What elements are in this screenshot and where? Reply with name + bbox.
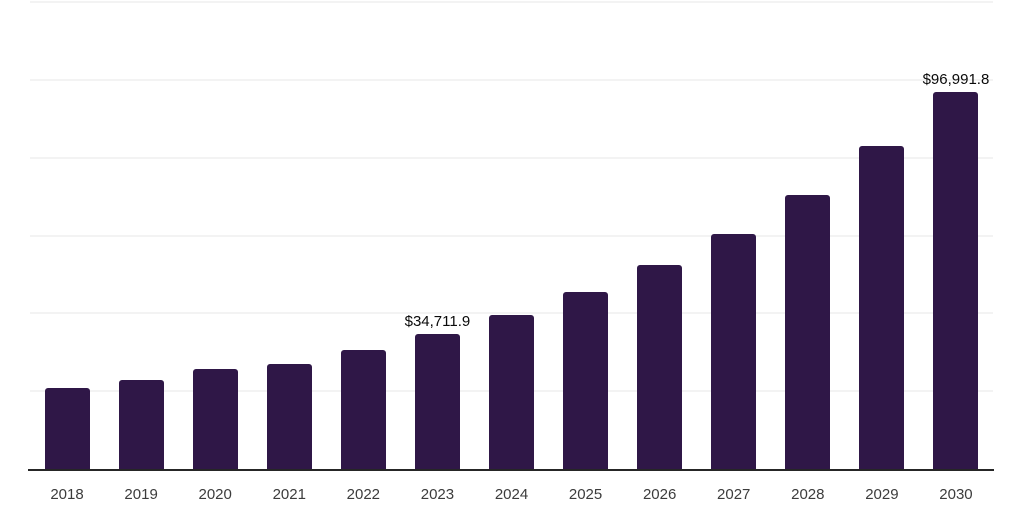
x-tick-label-2024: 2024 xyxy=(494,486,529,503)
x-tick-label-2018: 2018 xyxy=(50,486,84,503)
bar-2025 xyxy=(563,291,609,469)
gridline-100000 xyxy=(30,78,993,81)
x-tick-label-2028: 2028 xyxy=(791,486,825,503)
bar-2028 xyxy=(785,194,831,469)
bar-2023 xyxy=(414,333,460,469)
bar-2024 xyxy=(489,315,534,469)
gridline-60000 xyxy=(30,234,993,237)
bar-2029 xyxy=(859,146,905,469)
bar-2019 xyxy=(118,379,164,469)
x-tick-label-2026: 2026 xyxy=(642,486,677,503)
x-tick-label-2029: 2029 xyxy=(865,486,899,503)
x-tick-label-2027: 2027 xyxy=(717,486,751,503)
x-tick-label-2022: 2022 xyxy=(346,486,381,503)
gridline-120000 xyxy=(30,1,993,3)
bar-2020 xyxy=(192,369,238,469)
x-axis-line xyxy=(28,469,994,471)
gridline-80000 xyxy=(30,156,993,159)
bar-2021 xyxy=(266,364,312,469)
x-tick-label-2019: 2019 xyxy=(124,486,158,503)
data-label-2023: $34,711.9 xyxy=(404,312,471,330)
bar-2018 xyxy=(44,388,90,469)
x-tick-label-2020: 2020 xyxy=(198,486,232,503)
bar-2030 xyxy=(933,91,979,469)
bar-2027 xyxy=(711,233,757,469)
x-tick-label-2023: 2023 xyxy=(420,486,455,503)
x-tick-label-2030: 2030 xyxy=(939,486,973,503)
x-tick-label-2021: 2021 xyxy=(272,486,306,503)
data-label-2030: $96,991.8 xyxy=(922,70,990,88)
bar-2026 xyxy=(637,265,683,469)
gridline-40000 xyxy=(30,312,993,315)
bar-2022 xyxy=(340,350,386,469)
x-tick-label-2025: 2025 xyxy=(568,486,603,503)
